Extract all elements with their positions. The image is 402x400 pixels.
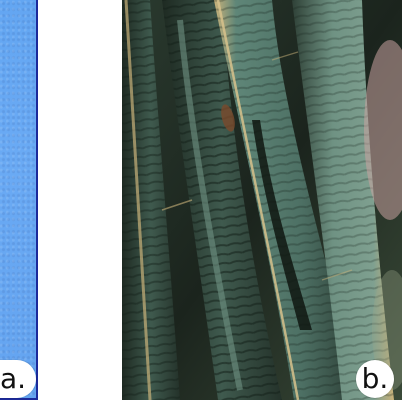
panel-a-blue-swatch (0, 0, 38, 400)
photo-illustration (122, 0, 402, 400)
swatch-texture (0, 0, 36, 398)
panel-b-label: b. (356, 360, 394, 398)
panel-b-photo (122, 0, 402, 400)
